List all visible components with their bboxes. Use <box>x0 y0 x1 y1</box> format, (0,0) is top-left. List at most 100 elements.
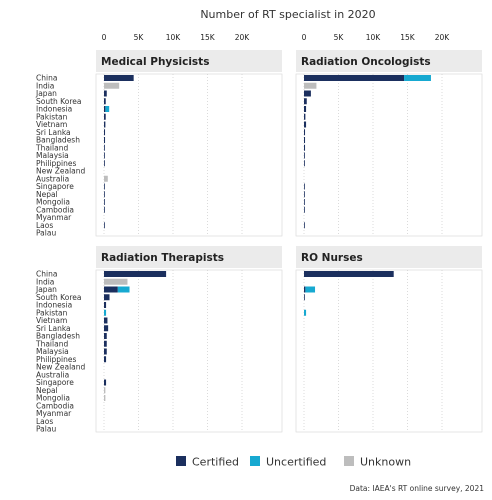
category-label-row2-pakistan: Pakistan <box>36 308 68 317</box>
bar-radiation-oncologists-cambodia-certified <box>304 206 305 213</box>
bar-radiation-therapists-indonesia-certified <box>104 302 107 308</box>
chart-title: Number of RT specialist in 2020 <box>200 8 375 21</box>
x-tick-label-col2-3: 15K <box>400 33 416 42</box>
legend-label-uncertified: Uncertified <box>266 456 326 469</box>
bar-radiation-therapists-bangladesh-certified <box>104 333 107 339</box>
bar-radiation-oncologists-indonesia-certified <box>304 106 307 112</box>
category-label-row2-japan: Japan <box>35 285 57 294</box>
category-label-row1-philippines: Philippines <box>36 159 77 168</box>
category-label-row2-malaysia: Malaysia <box>36 347 69 356</box>
category-label-row2-laos: Laos <box>36 417 53 426</box>
x-tick-label-col2-4: 20K <box>435 33 451 42</box>
bar-radiation-oncologists-vietnam-certified <box>304 121 307 128</box>
bar-radiation-oncologists-laos-certified <box>304 222 305 229</box>
bar-radiation-oncologists-india-unknown <box>304 82 317 89</box>
panel-header-ro-nurses <box>296 246 482 268</box>
x-tick-label-col1-3: 15K <box>200 33 216 42</box>
bar-radiation-oncologists-japan-certified <box>304 90 311 97</box>
bar-ro-nurses-japan-uncertified <box>305 286 316 293</box>
legend-swatch-uncertified <box>250 456 260 466</box>
bar-ro-nurses-pakistan-uncertified <box>304 309 307 316</box>
bar-radiation-oncologists-nepal-certified <box>304 191 305 198</box>
legend-label-unknown: Unknown <box>360 456 411 469</box>
bar-medical-physicists-australia-unknown <box>104 175 108 182</box>
bar-medical-physicists-japan-certified <box>104 90 107 97</box>
x-tick-label-col1-4: 20K <box>235 33 251 42</box>
category-label-row2-thailand: Thailand <box>35 339 68 348</box>
bar-radiation-oncologists-malaysia-certified <box>304 152 305 159</box>
bar-ro-nurses-china-certified <box>304 271 394 277</box>
bar-radiation-therapists-japan-certified <box>104 286 118 293</box>
category-label-row1-south-korea: South Korea <box>36 97 81 106</box>
bar-radiation-therapists-nepal-unknown <box>104 387 106 394</box>
panel-frame-medical-physicists <box>95 73 283 237</box>
panels-group: Medical Physicists Radiation Oncologists R… <box>95 50 483 433</box>
category-label-row2-indonesia: Indonesia <box>36 301 72 310</box>
panel-title-radiation-oncologists: Radiation Oncologists <box>301 56 431 68</box>
bar-medical-physicists-india-unknown <box>104 82 120 89</box>
category-label-row1-nepal: Nepal <box>36 190 58 199</box>
category-label-row1-cambodia: Cambodia <box>36 205 74 214</box>
bar-radiation-therapists-pakistan-uncertified <box>104 309 107 316</box>
bar-radiation-therapists-malaysia-certified <box>104 348 107 355</box>
category-label-row1-japan: Japan <box>35 89 57 98</box>
legend-label-certified: Certified <box>192 456 239 469</box>
x-tick-label-col1-2: 10K <box>166 33 182 42</box>
panel-ro-nurses: RO Nurses <box>295 246 483 433</box>
category-label-row1-india: India <box>36 81 54 90</box>
x-tick-label-col2-2: 10K <box>366 33 382 42</box>
bar-radiation-therapists-india-unknown <box>104 278 128 285</box>
panel-frame-ro-nurses <box>295 269 483 433</box>
x-tick-label-col1-0: 0 <box>102 33 107 42</box>
category-label-row2-vietnam: Vietnam <box>36 316 67 325</box>
bar-medical-physicists-singapore-certified <box>104 183 105 190</box>
bar-radiation-therapists-mongolia-unknown <box>104 395 106 401</box>
bar-radiation-oncologists-china-uncertified <box>404 75 431 81</box>
category-label-row1-sri-lanka: Sri Lanka <box>36 128 71 137</box>
bar-medical-physicists-vietnam-certified <box>104 121 106 128</box>
bar-ro-nurses-japan-certified <box>304 286 306 293</box>
source-note: Data: IAEA's RT online survey, 2021 <box>350 484 485 493</box>
bar-radiation-oncologists-china-certified <box>304 75 405 81</box>
bar-ro-nurses-south-korea-certified <box>304 294 305 301</box>
category-label-row1-vietnam: Vietnam <box>36 120 67 129</box>
bar-medical-physicists-sri-lanka-certified <box>104 129 106 136</box>
bar-radiation-therapists-singapore-certified <box>104 379 107 386</box>
category-label-row2-new-zealand: New Zealand <box>36 363 86 372</box>
panel-title-ro-nurses: RO Nurses <box>301 252 363 264</box>
bar-medical-physicists-nepal-certified <box>104 191 105 198</box>
category-label-row2-india: India <box>36 277 54 286</box>
category-label-row2-myanmar: Myanmar <box>36 409 72 418</box>
category-label-row2-philippines: Philippines <box>36 355 77 364</box>
category-label-row2-sri-lanka: Sri Lanka <box>36 324 71 333</box>
bar-radiation-oncologists-philippines-certified <box>304 160 305 167</box>
bar-medical-physicists-malaysia-certified <box>104 152 105 159</box>
category-label-row1-singapore: Singapore <box>36 182 74 191</box>
category-label-row2-mongolia: Mongolia <box>36 394 70 403</box>
panel-radiation-oncologists: Radiation Oncologists <box>295 50 483 237</box>
top-axis-group: 0 5K 10K 15K 20K 0 5K 10K 15K 20K <box>102 33 451 42</box>
panel-header-radiation-therapists <box>96 246 282 268</box>
category-label-row2-nepal: Nepal <box>36 386 58 395</box>
category-label-row2-cambodia: Cambodia <box>36 401 74 410</box>
panel-radiation-therapists: Radiation Therapists <box>95 246 283 433</box>
bar-medical-physicists-laos-certified <box>104 222 105 229</box>
panel-title-radiation-therapists: Radiation Therapists <box>101 252 224 264</box>
category-label-row1-pakistan: Pakistan <box>36 112 68 121</box>
category-label-row1-bangladesh: Bangladesh <box>36 136 80 145</box>
panel-title-medical-physicists: Medical Physicists <box>101 56 209 68</box>
category-label-row1-malaysia: Malaysia <box>36 151 69 160</box>
bar-radiation-therapists-philippines-certified <box>104 356 107 363</box>
category-label-row1-palau: Palau <box>36 229 56 238</box>
legend-swatch-certified <box>176 456 186 466</box>
category-label-row2-singapore: Singapore <box>36 378 74 387</box>
category-label-row1-china: China <box>36 74 57 83</box>
panel-frame-radiation-therapists <box>95 269 283 433</box>
bar-radiation-oncologists-pakistan-certified <box>304 113 306 120</box>
bar-medical-physicists-thailand-certified <box>104 144 105 151</box>
bar-radiation-therapists-thailand-certified <box>104 340 107 347</box>
panel-header-medical-physicists <box>96 50 282 72</box>
